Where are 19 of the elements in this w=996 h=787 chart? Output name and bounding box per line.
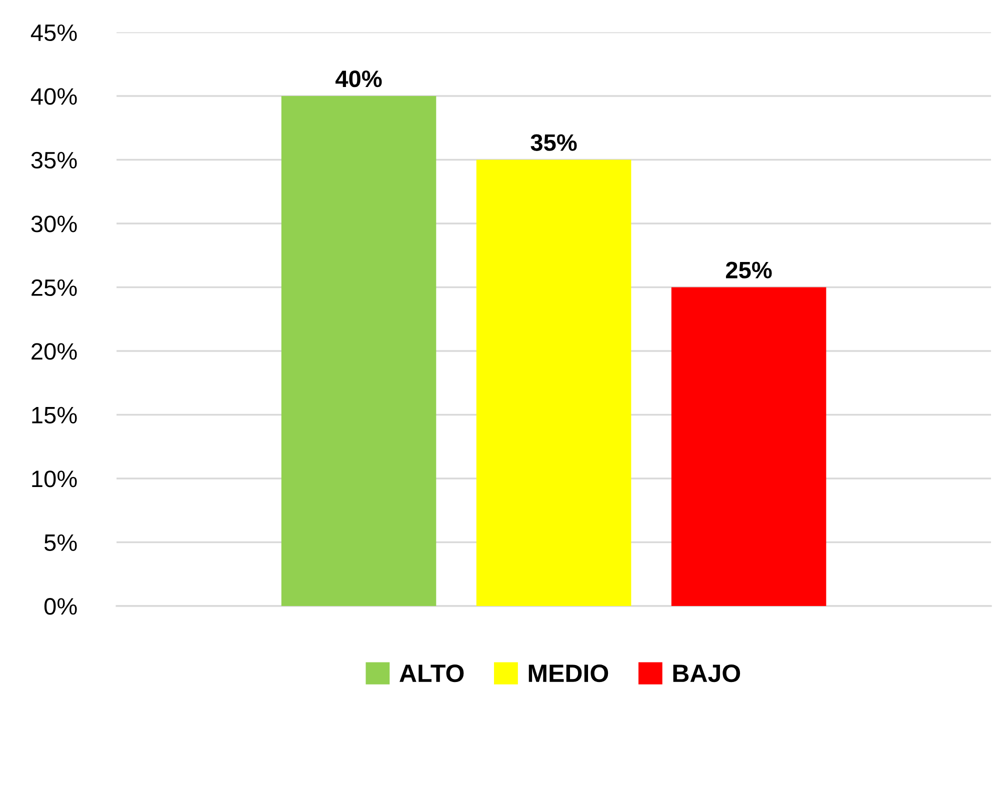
data-label: 40% — [335, 70, 382, 88]
data-label: 35% — [530, 134, 577, 151]
y-tick-label: 40% — [30, 88, 77, 105]
y-tick-label: 45% — [30, 24, 77, 42]
y-tick-label: 15% — [32, 406, 77, 424]
y-tick-label: 25% — [32, 279, 77, 296]
bar — [281, 96, 436, 606]
legend-label: MEDIO — [528, 664, 608, 682]
y-tick-label: 5% — [44, 534, 77, 552]
y-tick-label: 0% — [44, 598, 77, 615]
data-label: 25% — [726, 262, 772, 278]
legend-label: ALTO — [400, 664, 464, 682]
bar — [476, 160, 632, 606]
legend-label: BAJO — [673, 664, 740, 682]
y-tick-label: 35% — [31, 152, 77, 169]
y-tick-label: 10% — [32, 470, 77, 488]
bar — [671, 287, 826, 606]
y-tick-label: 20% — [32, 343, 77, 360]
y-tick-label: 30% — [31, 216, 77, 232]
